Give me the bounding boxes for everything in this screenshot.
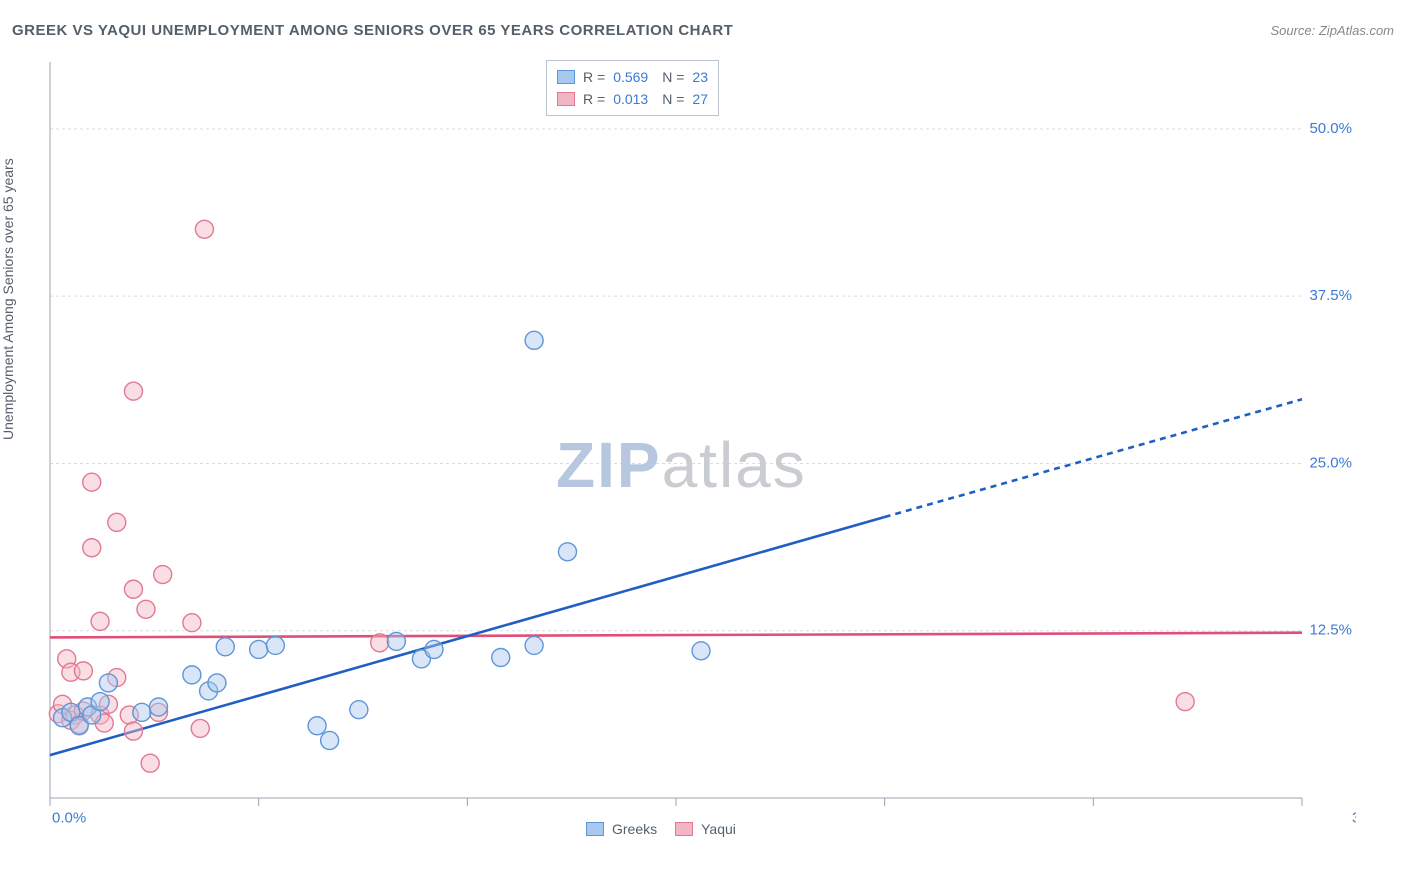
legend-n-value: 27 [692, 88, 708, 110]
legend-n-label: N = [662, 88, 684, 110]
chart-title: GREEK VS YAQUI UNEMPLOYMENT AMONG SENIOR… [12, 22, 733, 39]
svg-text:25.0%: 25.0% [1309, 454, 1352, 471]
legend-row: R = 0.013 N = 27 [557, 88, 708, 110]
source-label: Source: ZipAtlas.com [1270, 23, 1394, 38]
y-axis-label: Unemployment Among Seniors over 65 years [0, 158, 16, 440]
legend-series-label: Greeks [612, 818, 657, 840]
correlation-legend: R = 0.569 N = 23 R = 0.013 N = 27 [546, 60, 719, 116]
title-bar: GREEK VS YAQUI UNEMPLOYMENT AMONG SENIOR… [12, 22, 1394, 39]
series-legend: Greeks Yaqui [586, 818, 736, 840]
legend-n-label: N = [662, 66, 684, 88]
legend-swatch [557, 70, 575, 84]
legend-swatch [557, 92, 575, 106]
svg-text:37.5%: 37.5% [1309, 287, 1352, 304]
svg-text:0.0%: 0.0% [52, 809, 86, 826]
legend-r-label: R = [583, 88, 605, 110]
legend-item: Yaqui [675, 818, 736, 840]
legend-swatch [675, 822, 693, 836]
legend-r-label: R = [583, 66, 605, 88]
legend-r-value: 0.569 [613, 66, 648, 88]
svg-text:30.0%: 30.0% [1352, 809, 1356, 826]
scatter-chart-svg: 12.5% 25.0% 37.5% 50.0% 0.0% 30.0% [46, 58, 1356, 838]
legend-swatch [586, 822, 604, 836]
svg-text:12.5%: 12.5% [1309, 622, 1352, 639]
legend-row: R = 0.569 N = 23 [557, 66, 708, 88]
chart-region: 12.5%25.0%37.5%50.0%0.0%30.0% ZIPatlas R… [46, 58, 1356, 838]
svg-text:50.0%: 50.0% [1309, 120, 1352, 137]
legend-r-value: 0.013 [613, 88, 648, 110]
legend-n-value: 23 [692, 66, 708, 88]
legend-series-label: Yaqui [701, 818, 736, 840]
legend-item: Greeks [586, 818, 657, 840]
